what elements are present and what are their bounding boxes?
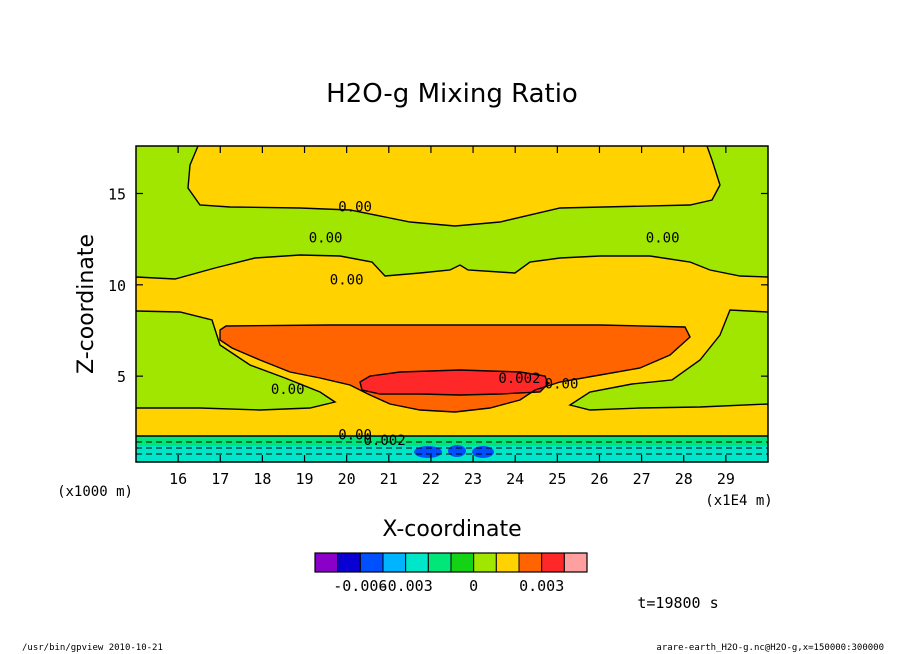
y-tick-label: 5: [117, 368, 126, 386]
colorbar-tick-label: 0: [469, 577, 478, 595]
red-region: [360, 370, 548, 395]
contour-label: 0.00: [309, 230, 343, 246]
contour-label: 0.00: [338, 428, 372, 444]
colorbar-swatch: [563, 552, 588, 573]
contour-label: 0.00: [330, 272, 364, 288]
x-axis-label: X-coordinate: [382, 517, 521, 542]
x-tick-label: 27: [633, 470, 651, 488]
contour-label: 0.00: [646, 230, 680, 246]
x-tick-label: 25: [548, 470, 566, 488]
y-axis: 5 10 15: [108, 185, 768, 386]
contour-label: 0.00: [271, 382, 305, 398]
colorbar-tick-label: -0.003: [379, 577, 433, 595]
x-tick-label: 21: [380, 470, 398, 488]
footer-right: arare-earth_H2O-g.nc@H2O-g,x=150000:3000…: [656, 643, 884, 653]
contour-labels: 0.000.00 0.000.000.000.002 0.000.000.002: [271, 199, 680, 449]
x-tick-label: 16: [169, 470, 187, 488]
colorbar-swatch: [495, 552, 520, 573]
contour-label: 0.00: [545, 376, 579, 392]
colorbar-swatch: [473, 552, 497, 573]
contour-field: [136, 146, 768, 462]
time-label: t=19800 s: [637, 594, 718, 612]
surface-blue-patch-1: [414, 446, 442, 458]
footer-left: /usr/bin/gpview 2010-10-21: [22, 643, 163, 653]
contour-lines: [136, 146, 768, 437]
colorbar-swatch: [450, 552, 475, 573]
colorbar-tick-label: -0.006: [333, 577, 387, 595]
colorbar-swatch: [405, 552, 429, 573]
x-axis: 16 17 18 19 20 21 22 23 24 25 26 27 28 29: [169, 146, 735, 488]
x-tick-label: 26: [590, 470, 608, 488]
x-tick-label: 18: [253, 470, 271, 488]
colorbar-swatch: [541, 552, 565, 573]
y-tick-label: 15: [108, 185, 126, 203]
contour-label: 0.002: [498, 371, 540, 387]
contour-label: 0.00: [338, 199, 372, 215]
orange-region: [220, 325, 690, 412]
x-tick-label: 19: [296, 470, 314, 488]
x-tick-label: 24: [506, 470, 524, 488]
x-unit-label: (x1E4 m): [705, 493, 772, 509]
x-tick-label: 28: [675, 470, 693, 488]
x-tick-label: 20: [338, 470, 356, 488]
colorbar-swatch: [314, 552, 339, 573]
x-tick-label: 17: [211, 470, 229, 488]
chart-title: H2O-g Mixing Ratio: [326, 79, 578, 109]
upper-yellow-region: [188, 146, 720, 226]
plot-frame: [135, 145, 769, 463]
colorbar-frame: [314, 552, 588, 573]
colorbar-tick-label: 0.003: [519, 577, 564, 595]
colorbar-swatch: [518, 552, 543, 573]
dashed-contour-lines: [136, 441, 768, 455]
contour-label: 0.002: [364, 433, 406, 449]
y-tick-label: 10: [108, 277, 126, 295]
colorbar-swatch: [382, 552, 407, 573]
y-axis-label: Z-coordinate: [74, 234, 99, 374]
y-unit-label: (x1000 m): [57, 484, 133, 500]
x-tick-label: 22: [422, 470, 440, 488]
x-tick-label: 23: [464, 470, 482, 488]
surface-blue-patch-2: [448, 445, 466, 457]
colorbar-swatch: [359, 552, 384, 573]
colorbar: -0.006-0.003 0 0.003: [314, 552, 588, 595]
colorbar-swatch: [337, 552, 361, 573]
surface-blue-patch-3: [472, 446, 494, 458]
x-tick-label: 29: [717, 470, 735, 488]
colorbar-swatch: [427, 552, 452, 573]
